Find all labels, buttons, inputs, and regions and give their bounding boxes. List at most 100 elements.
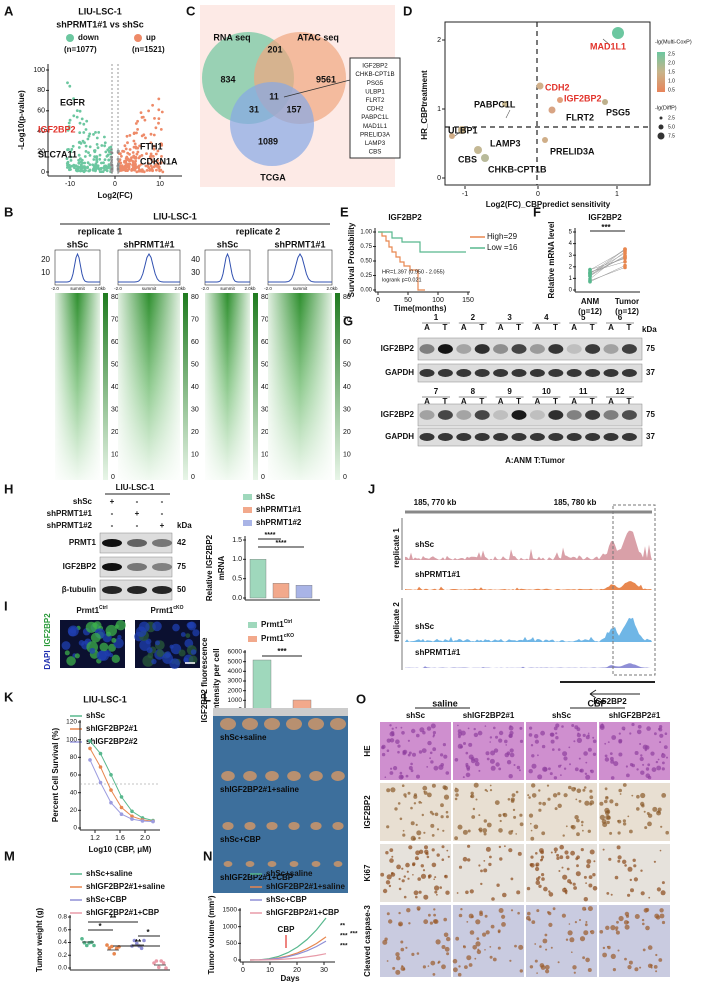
axis-title: Log10 (CBP, μM): [89, 845, 152, 854]
cell: [642, 948, 646, 952]
cell: [390, 787, 396, 793]
colorbar-tick: 50: [111, 361, 119, 368]
cell: [568, 785, 572, 790]
cell: [416, 733, 420, 738]
cell: [618, 788, 622, 793]
cell: [536, 877, 540, 881]
cell: [428, 874, 432, 878]
legend-label: shIGF2BP2#1+saline: [266, 882, 345, 891]
point: [78, 121, 82, 125]
cell: [486, 757, 490, 761]
cell: [421, 748, 427, 753]
cell: [498, 767, 502, 771]
point: [103, 135, 106, 139]
point: [156, 149, 160, 153]
cell: [572, 882, 576, 886]
cell: [541, 877, 545, 881]
cell: [571, 724, 575, 727]
sign: -: [111, 509, 114, 518]
x-tick-label: 1: [615, 191, 619, 198]
tumor: [265, 771, 279, 781]
y-tick-label: 0.25: [360, 273, 372, 279]
row-label: Cleaved caspase-3: [363, 905, 372, 977]
band: [419, 410, 435, 420]
tumor: [310, 822, 322, 830]
band: [511, 410, 527, 420]
legend-label: (n=1521): [132, 45, 165, 54]
curve: [89, 748, 154, 822]
cell: [606, 815, 611, 820]
blot: [417, 403, 643, 427]
cell: [609, 799, 614, 804]
stat-text: HR=1.397 (0.950 - 2.055): [382, 269, 445, 275]
cell: [619, 793, 622, 795]
band: [127, 563, 147, 571]
cell: [645, 767, 650, 771]
point: [94, 162, 98, 166]
stat-text: logrank p=0.021: [382, 277, 422, 283]
cell: [562, 751, 568, 757]
point: [69, 159, 73, 162]
point: [92, 943, 96, 948]
legend-swatch: [243, 507, 252, 513]
x-tick-label: 150: [462, 297, 474, 304]
point: [161, 170, 165, 174]
legend-label: shPRMT1#1: [256, 505, 302, 514]
y-tick-label: 100: [33, 67, 45, 74]
legend-tick: 1.5: [668, 69, 675, 75]
x-tick-label: 10: [156, 181, 164, 188]
cell: [538, 801, 542, 805]
cell: [421, 813, 424, 817]
point: [152, 160, 156, 164]
cell: [519, 969, 523, 973]
cell: [629, 829, 633, 834]
cell: [519, 822, 524, 827]
cell: [636, 729, 642, 735]
cell: [558, 764, 561, 768]
point: [134, 122, 138, 125]
cell: [497, 946, 501, 950]
cell: [395, 726, 398, 729]
cell: [527, 794, 530, 797]
colorbar-tick: 80: [191, 294, 199, 301]
cell: [388, 919, 393, 924]
point: [588, 279, 592, 284]
cell: [563, 793, 568, 798]
track: [405, 663, 652, 668]
cell: [504, 739, 508, 744]
cell: [467, 727, 470, 730]
profile-axis-label: -2.0: [51, 286, 59, 291]
cell: [558, 870, 561, 872]
cell: [622, 819, 627, 823]
cell: [468, 754, 474, 760]
cell: [386, 749, 390, 752]
cell: [662, 761, 665, 765]
cell: [554, 807, 558, 811]
cell: [67, 625, 79, 637]
count: 9561: [316, 74, 336, 84]
y-tick-label: 0.75: [360, 244, 372, 250]
point: [69, 150, 73, 154]
column-header: shSc: [67, 239, 89, 249]
cell: [494, 800, 500, 805]
profile-axis-label: 2.0kb: [326, 286, 338, 291]
ruler: [213, 708, 348, 716]
cell: [484, 788, 487, 792]
colorbar-tick: 10: [191, 451, 199, 458]
cell: [477, 948, 480, 951]
protein-label: GAPDH: [385, 432, 414, 441]
band: [621, 433, 637, 441]
group-label: shIGF2BP2#1+CBP: [220, 873, 294, 882]
cell: [571, 787, 576, 792]
legend-sup: cKO: [284, 633, 294, 639]
cell: [147, 652, 154, 659]
cell: [454, 836, 458, 841]
track-label: shSc: [415, 540, 435, 549]
point: [159, 142, 163, 146]
count: 11: [269, 91, 279, 101]
colorbar-tick: 70: [261, 316, 269, 323]
cell: [561, 866, 564, 869]
point: [588, 277, 592, 281]
cell: [610, 953, 616, 960]
cell: [508, 848, 513, 853]
